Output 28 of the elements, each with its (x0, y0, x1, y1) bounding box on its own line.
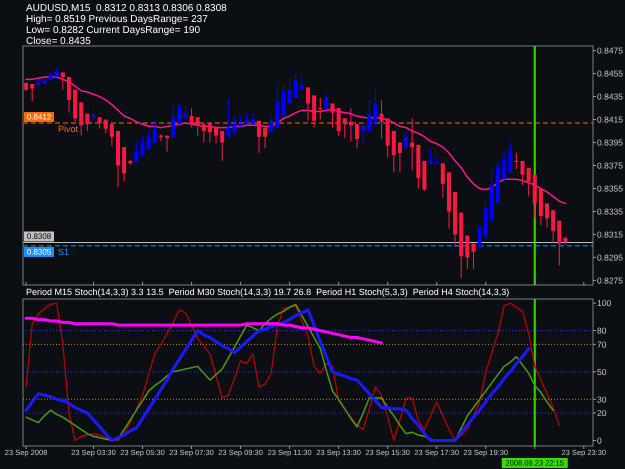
y-tick-label: 0.8455 (597, 68, 624, 79)
y-tick-label: 0 (597, 436, 602, 446)
annotation: Close= 0.8435 (26, 36, 92, 47)
y-tick-label: 0.8375 (597, 160, 624, 170)
y-tick-label: 30 (597, 394, 607, 404)
y-tick-label: 80 (597, 326, 607, 336)
ref-line-label: Pivot (58, 124, 79, 134)
y-tick-label: 50 (597, 366, 607, 377)
annotation: 0.8305 (26, 247, 52, 256)
y-tick-label: 0.8295 (597, 252, 624, 262)
y-tick-label: 0.8335 (597, 206, 624, 216)
y-tick-label: 70 (597, 339, 607, 350)
y-tick-label: 0.8275 (597, 275, 624, 286)
annotation: 0.8412 (26, 112, 52, 122)
y-tick-label: 0.8315 (597, 229, 624, 240)
text: High= 0.8519 Previous DaysRange= 237 (26, 14, 208, 25)
y-tick-label: 20 (597, 408, 607, 418)
y-tick-label: 100 (597, 298, 612, 308)
chart-title: Period M15 Stoch(14,3,3) 3.3 13.5 Period M30 Stoch(14,3,3) 19.7 26.8 Period H1 Stoch(5,3,3) Period H4 Stoch(14,3,3) (26, 287, 510, 297)
text: Low= 0.8282 Current DaysRange= 190 (26, 25, 200, 36)
annotation: 0.8308 (26, 232, 52, 241)
chart-title: AUDUSD,M15 0.8312 0.8313 0.8306 0.8308 (26, 3, 228, 14)
y-tick-label: 0.8435 (597, 92, 624, 102)
y-tick-label: 0.8355 (597, 183, 624, 194)
y-tick-label: 0.8475 (597, 46, 624, 56)
y-tick-label: 0.8395 (597, 138, 624, 148)
ref-line-label: S1 (58, 246, 70, 257)
y-tick-label: 0.8415 (597, 114, 624, 125)
